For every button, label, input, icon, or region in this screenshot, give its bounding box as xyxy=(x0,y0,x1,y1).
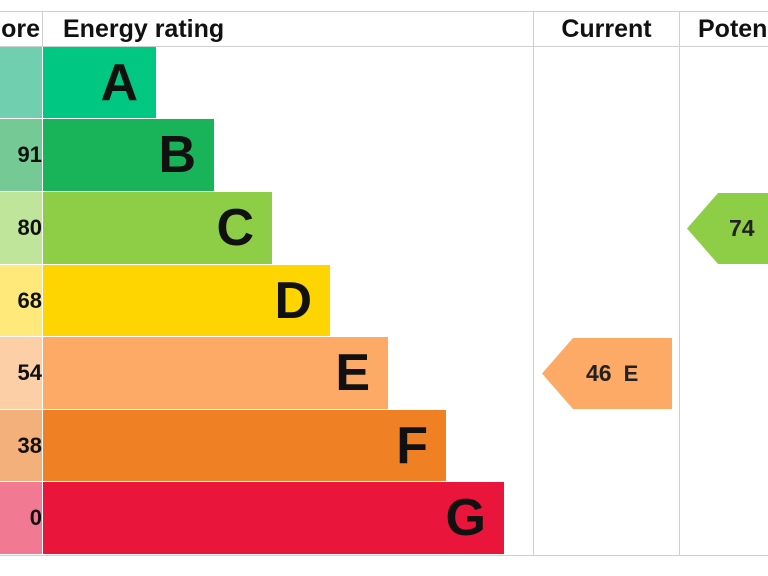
potential-rating-arrow: 74 xyxy=(687,193,768,264)
header-potential: Poten xyxy=(698,15,768,43)
score-range-d: 68 xyxy=(0,265,42,336)
band-letter: F xyxy=(396,416,428,475)
header-energy-rating: Energy rating xyxy=(63,15,225,43)
current-rating-arrow: 46 E xyxy=(542,338,672,409)
band-bar-g: G xyxy=(43,482,504,554)
band-bar-a: A xyxy=(43,47,156,118)
band-letter: C xyxy=(216,199,254,257)
band-letter: E xyxy=(335,344,370,402)
score-range-g: 0 xyxy=(0,482,42,554)
band-letter: G xyxy=(445,489,486,547)
score-range-b: 91 xyxy=(0,119,42,191)
band-bar-c: C xyxy=(43,192,272,264)
header-divider xyxy=(0,46,768,47)
header-score: ore xyxy=(1,15,40,43)
col-divider xyxy=(42,11,43,47)
score-range-f: 38 xyxy=(0,410,42,481)
header-current: Current xyxy=(561,15,652,43)
top-border xyxy=(0,11,768,12)
band-letter: A xyxy=(100,53,138,112)
band-bar-d: D xyxy=(43,265,330,336)
current-band: E xyxy=(623,360,639,386)
current-value: 46 xyxy=(586,360,612,386)
band-letter: B xyxy=(158,126,196,184)
band-bar-e: E xyxy=(43,337,388,409)
score-range-a xyxy=(0,47,42,118)
band-bar-f: F xyxy=(43,410,446,481)
band-bar-b: B xyxy=(43,119,214,191)
col-divider xyxy=(679,11,680,556)
col-divider xyxy=(533,11,534,556)
bottom-border xyxy=(0,555,768,556)
band-letter: D xyxy=(274,271,312,330)
potential-value: 74 xyxy=(729,215,755,241)
score-range-c: 80 xyxy=(0,192,42,264)
score-range-e: 54 xyxy=(0,337,42,409)
